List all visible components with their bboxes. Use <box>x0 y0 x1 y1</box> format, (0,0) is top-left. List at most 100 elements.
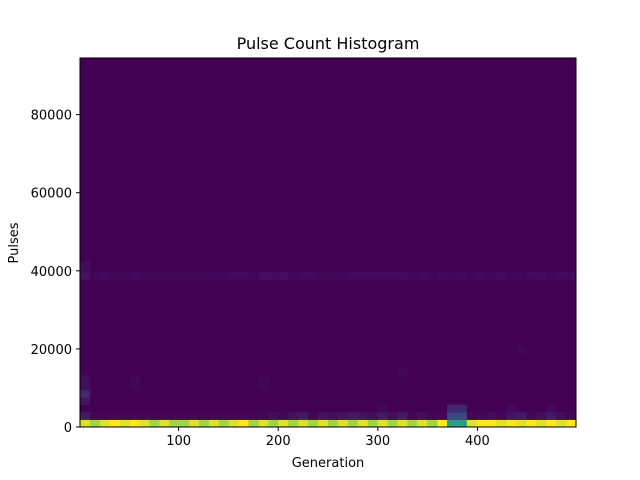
heatmap-cell <box>367 272 378 280</box>
heatmap-cell <box>357 412 368 420</box>
chart-title: Pulse Count Histogram <box>237 34 420 53</box>
heatmap-cell <box>129 419 140 428</box>
heatmap-cell <box>397 272 408 280</box>
heatmap-cell <box>129 272 140 280</box>
heatmap-cell <box>298 272 309 280</box>
heatmap-cell <box>476 412 488 420</box>
heatmap-cell <box>486 412 497 420</box>
heatmap-cell <box>347 419 359 428</box>
heatmap-cell <box>80 390 91 398</box>
heatmap-cell <box>80 419 91 428</box>
heatmap-cell <box>536 412 547 420</box>
heatmap-cell <box>556 412 567 420</box>
heatmap-cell <box>496 419 507 428</box>
heatmap-cell <box>99 412 111 420</box>
y-tick-label: 0 <box>64 421 72 436</box>
heatmap-cell <box>437 419 448 428</box>
heatmap-cell <box>466 272 478 280</box>
heatmap-cell <box>208 272 220 280</box>
heatmap-cell <box>496 412 507 420</box>
heatmap-cell <box>288 272 299 280</box>
heatmap-cell <box>139 412 150 420</box>
heatmap-cell <box>397 419 408 428</box>
heatmap-cell <box>566 419 577 428</box>
heatmap-cell <box>129 375 140 391</box>
heatmap-cell <box>417 419 428 428</box>
heatmap-cell <box>506 412 517 420</box>
heatmap-cell <box>199 272 210 280</box>
heatmap-cell <box>99 272 111 280</box>
heatmap-cell <box>456 272 468 280</box>
heatmap-cell <box>159 272 170 280</box>
heatmap-cell <box>328 412 339 420</box>
heatmap-cell <box>218 412 230 420</box>
heatmap-cell <box>387 272 398 280</box>
heatmap-cell <box>516 345 527 354</box>
heatmap-cells <box>80 260 577 428</box>
heatmap-cell <box>456 404 468 413</box>
heatmap-cell <box>417 412 428 420</box>
heatmap-cell <box>407 412 418 420</box>
x-tick-label: 400 <box>465 434 490 449</box>
heatmap-cell <box>427 272 438 280</box>
heatmap-cell <box>238 272 249 280</box>
heatmap-cell <box>139 272 150 280</box>
heatmap-cell <box>486 419 497 428</box>
heatmap-cell <box>328 419 339 428</box>
heatmap-cell <box>526 419 537 428</box>
heatmap-cell <box>397 367 408 376</box>
heatmap-cell <box>179 412 190 420</box>
heatmap-cell <box>109 419 120 428</box>
x-tick-label: 200 <box>266 434 291 449</box>
heatmap-cell <box>139 419 150 428</box>
heatmap-cell <box>228 419 240 428</box>
heatmap-cell <box>407 419 418 428</box>
heatmap-cell <box>238 412 249 420</box>
heatmap-cell <box>318 272 329 280</box>
heatmap-cell <box>288 419 299 428</box>
heatmap-cell <box>427 412 438 420</box>
heatmap-cell <box>506 272 517 280</box>
y-axis: 0 20000 40000 60000 80000 <box>31 109 80 436</box>
heatmap-cell <box>566 412 577 420</box>
heatmap-cell <box>258 375 269 391</box>
heatmap-cell <box>278 412 289 420</box>
heatmap-cell <box>159 419 170 428</box>
y-tick-label: 40000 <box>31 265 72 280</box>
heatmap-cell <box>99 419 111 428</box>
heatmap-cell <box>476 419 488 428</box>
heatmap-cell <box>546 272 557 280</box>
x-tick-label: 300 <box>365 434 390 449</box>
plot-frame <box>79 57 577 428</box>
heatmap-cell <box>228 272 240 280</box>
heatmap-cell <box>179 419 190 428</box>
heatmap-cell <box>536 419 547 428</box>
heatmap-cell <box>119 412 130 420</box>
heatmap-cell <box>377 404 388 413</box>
heatmap-cell <box>447 419 458 428</box>
heatmap-cell <box>278 272 289 280</box>
heatmap-cell <box>476 272 488 280</box>
heatmap-cell <box>447 404 458 413</box>
heatmap-cell <box>536 272 547 280</box>
heatmap-cell <box>486 272 497 280</box>
heatmap-cell <box>337 412 349 420</box>
heatmap-cell <box>506 404 517 413</box>
heatmap-cell <box>347 412 359 420</box>
heatmap-cell <box>367 419 378 428</box>
heatmap-cell <box>208 419 220 428</box>
heatmap-cell <box>456 419 468 428</box>
heatmap-cell <box>456 412 468 420</box>
heatmap-cell <box>357 419 368 428</box>
heatmap-cell <box>437 272 448 280</box>
heatmap-cell <box>546 404 557 413</box>
heatmap-cell <box>80 375 91 391</box>
heatmap-cell <box>149 419 160 428</box>
heatmap-cell <box>109 272 120 280</box>
heatmap-cell <box>328 272 339 280</box>
heatmap-cell <box>80 260 91 273</box>
heatmap-cell <box>447 412 458 420</box>
heatmap-cell <box>546 419 557 428</box>
y-axis-label: Pulses <box>7 222 22 263</box>
